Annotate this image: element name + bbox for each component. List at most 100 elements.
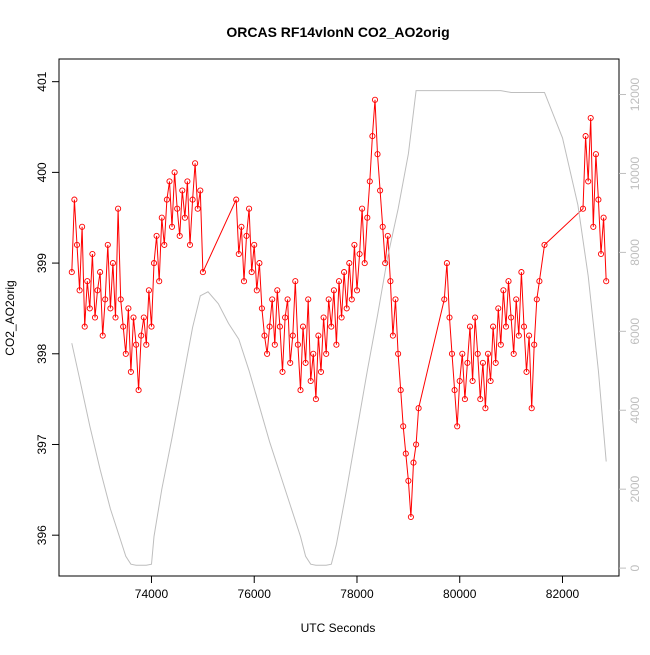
y-tick-label: 401 xyxy=(35,71,49,91)
co2-data-point xyxy=(279,368,286,375)
co2-data-point xyxy=(312,396,319,403)
co2-data-point xyxy=(315,332,322,339)
co2-series-line xyxy=(71,99,607,518)
co2-data-point xyxy=(107,305,114,312)
co2-data-point xyxy=(135,387,142,394)
co2-data-point xyxy=(297,387,304,394)
co2-data-point xyxy=(479,359,486,366)
co2-data-point xyxy=(592,151,599,158)
co2-data-point xyxy=(130,314,137,321)
co2-data-point xyxy=(258,305,265,312)
co2-data-point xyxy=(86,305,93,312)
co2-data-point xyxy=(341,269,348,276)
co2-data-point xyxy=(184,178,191,185)
x-axis-label: UTC Seconds xyxy=(301,621,376,635)
co2-data-point xyxy=(274,287,281,294)
co2-data-point xyxy=(364,214,371,221)
co2-data-point xyxy=(264,350,271,357)
co2-data-point xyxy=(115,205,122,212)
plot-frame xyxy=(58,58,620,577)
co2-data-point xyxy=(528,405,535,412)
co2-data-point xyxy=(145,287,152,294)
co2-data-point xyxy=(515,332,522,339)
co2-data-point xyxy=(531,341,538,348)
co2-data-point xyxy=(415,405,422,412)
y-axis-label: CO2_AO2orig xyxy=(3,280,17,355)
co2-data-point xyxy=(240,278,248,285)
co2-data-point xyxy=(384,232,391,239)
co2-data-point xyxy=(397,387,404,394)
co2-data-point xyxy=(466,323,474,330)
co2-data-point xyxy=(120,323,127,330)
co2-data-point xyxy=(472,314,479,321)
co2-data-point xyxy=(366,178,373,185)
co2-data-point xyxy=(143,341,150,348)
co2-data-point xyxy=(590,223,597,230)
co2-data-point xyxy=(395,350,402,357)
co2-data-point xyxy=(523,368,530,375)
co2-data-point xyxy=(266,323,273,330)
co2-data-point xyxy=(302,359,309,366)
co2-data-point xyxy=(377,187,384,194)
co2-data-point xyxy=(246,205,253,212)
x-tick-label: 78000 xyxy=(340,587,374,601)
co2-data-point xyxy=(269,296,276,303)
y-tick-label: 397 xyxy=(35,434,49,454)
co2-data-point xyxy=(351,241,358,248)
co2-data-point xyxy=(461,396,468,403)
co2-data-point xyxy=(189,196,196,203)
co2-data-point xyxy=(307,377,314,385)
co2-data-point xyxy=(299,323,307,330)
x-tick-label: 82000 xyxy=(546,587,580,601)
co2-data-point xyxy=(117,296,124,303)
co2-data-point xyxy=(122,350,129,357)
co2-data-point xyxy=(197,187,204,194)
co2-data-point xyxy=(91,314,99,321)
co2-data-point xyxy=(181,214,188,221)
co2-data-point xyxy=(353,287,361,294)
co2-data-point xyxy=(356,250,363,258)
co2-data-point xyxy=(335,278,343,285)
co2-data-point xyxy=(456,377,463,385)
co2-data-point xyxy=(153,232,160,239)
co2-data-point xyxy=(305,296,312,303)
co2-data-point xyxy=(127,368,134,375)
co2-data-point xyxy=(346,260,353,267)
co2-data-point xyxy=(194,205,201,212)
co2-data-point xyxy=(474,350,481,357)
co2-data-point xyxy=(464,359,471,366)
co2-data-point xyxy=(79,223,86,230)
co2-data-point xyxy=(513,296,520,303)
co2-data-point xyxy=(490,323,497,330)
co2-data-point xyxy=(508,314,515,321)
co2-data-point xyxy=(484,350,492,357)
y2-tick-label: 2000 xyxy=(628,476,642,503)
co2-data-point xyxy=(71,196,78,203)
co2-data-point xyxy=(84,278,91,285)
co2-data-point xyxy=(310,350,317,357)
co2-data-point xyxy=(413,441,420,448)
co2-data-point xyxy=(325,296,332,303)
co2-data-point xyxy=(330,287,337,294)
co2-data-point xyxy=(68,269,75,276)
co2-data-point xyxy=(333,341,340,348)
y2-tick-label: 8000 xyxy=(628,239,642,266)
co2-data-point xyxy=(158,214,165,221)
co2-data-point xyxy=(585,178,592,185)
x-tick-label: 80000 xyxy=(443,587,477,601)
co2-data-point xyxy=(469,377,476,385)
co2-data-point xyxy=(410,459,417,466)
co2-data-point xyxy=(282,314,289,321)
co2-data-point xyxy=(276,323,283,330)
co2-data-point xyxy=(112,314,119,321)
co2-data-point xyxy=(579,205,587,212)
co2-data-point xyxy=(392,296,399,303)
co2-data-point xyxy=(603,278,610,285)
co2-data-point xyxy=(505,278,512,285)
co2-data-point xyxy=(148,323,155,330)
co2-data-point xyxy=(502,323,510,330)
co2-data-point xyxy=(261,332,268,339)
chart-title: ORCAS RF14vlonN CO2_AO2orig xyxy=(226,24,449,40)
co2-data-point xyxy=(89,250,96,258)
co2-data-point xyxy=(328,323,335,330)
